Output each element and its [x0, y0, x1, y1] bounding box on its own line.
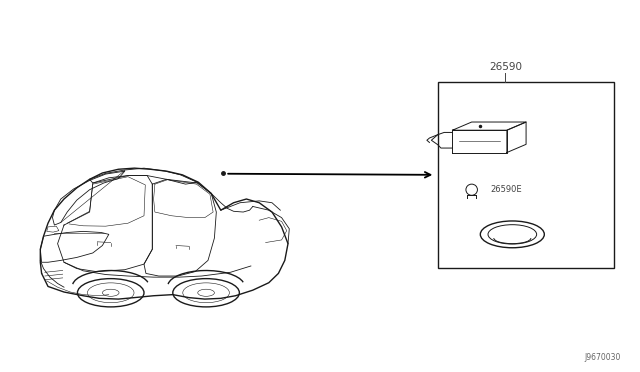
Text: J9670030: J9670030: [584, 353, 621, 362]
Text: 26590: 26590: [489, 62, 522, 72]
Bar: [438, 82, 614, 268]
Text: 26590E: 26590E: [491, 185, 522, 194]
